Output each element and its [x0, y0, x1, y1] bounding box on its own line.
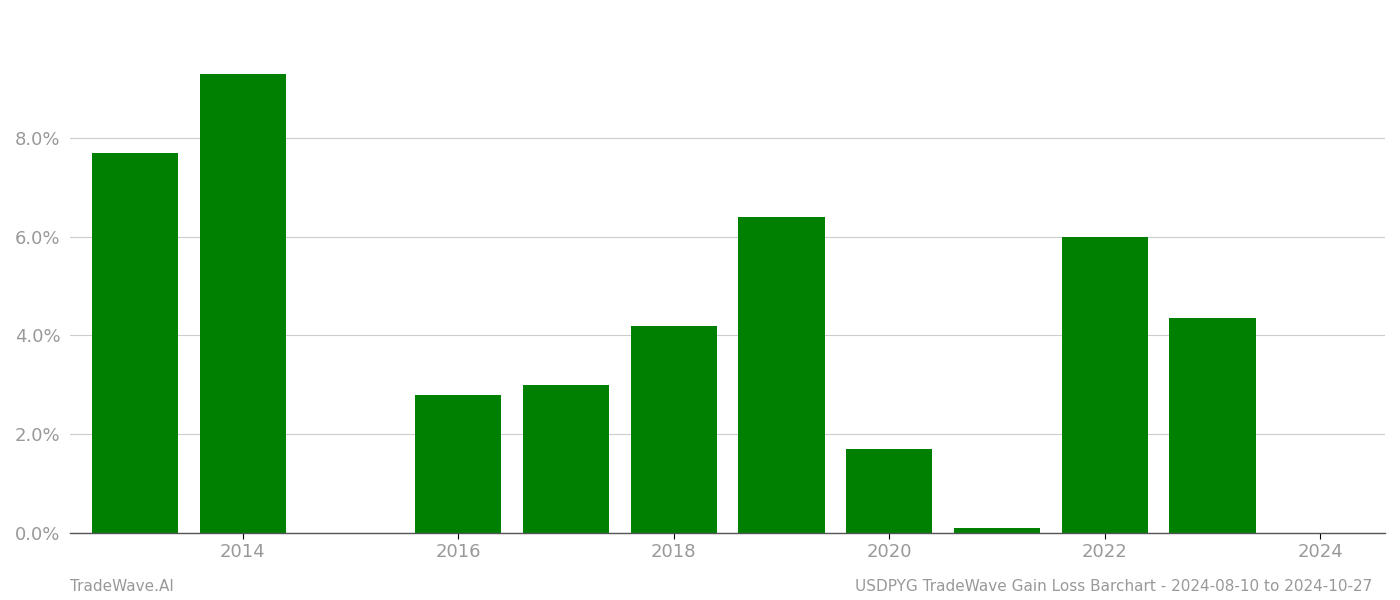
Bar	[524, 385, 609, 533]
Bar	[738, 217, 825, 533]
Bar	[630, 326, 717, 533]
Bar	[846, 449, 932, 533]
Bar	[953, 527, 1040, 533]
Text: USDPYG TradeWave Gain Loss Barchart - 2024-08-10 to 2024-10-27: USDPYG TradeWave Gain Loss Barchart - 20…	[855, 579, 1372, 594]
Bar	[1169, 318, 1256, 533]
Bar	[416, 395, 501, 533]
Bar	[200, 74, 286, 533]
Text: TradeWave.AI: TradeWave.AI	[70, 579, 174, 594]
Bar	[1061, 237, 1148, 533]
Bar	[92, 153, 178, 533]
